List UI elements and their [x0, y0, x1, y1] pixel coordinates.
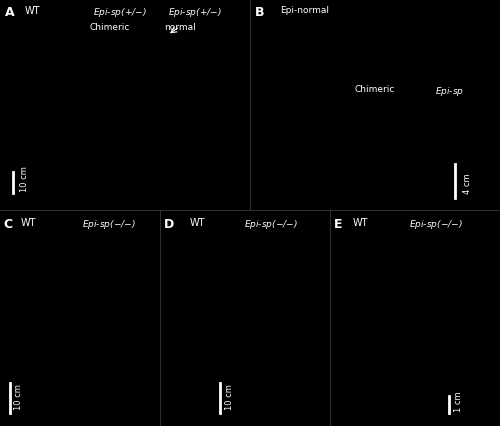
Text: Chimeric: Chimeric — [90, 23, 130, 32]
Text: 4 cm: 4 cm — [462, 173, 471, 194]
Text: $Epi$-$sp$(−/−): $Epi$-$sp$(−/−) — [408, 217, 463, 230]
Text: Epi-normal: Epi-normal — [280, 6, 329, 15]
Text: 1 cm: 1 cm — [454, 390, 463, 411]
Text: 10 cm: 10 cm — [224, 383, 234, 409]
Text: WT: WT — [21, 217, 36, 227]
Text: D: D — [164, 217, 173, 230]
Text: $Epi$-$sp$: $Epi$-$sp$ — [436, 84, 464, 97]
Text: B: B — [255, 6, 264, 19]
Text: C: C — [3, 217, 13, 230]
Text: Chimeric: Chimeric — [355, 84, 395, 93]
Text: $Epi$-$sp$(+/−): $Epi$-$sp$(+/−) — [93, 6, 147, 19]
Text: A: A — [5, 6, 15, 19]
Text: $Epi$-$sp$(+/−): $Epi$-$sp$(+/−) — [168, 6, 222, 19]
Text: $Epi$-$sp$(−/−): $Epi$-$sp$(−/−) — [244, 217, 298, 230]
Text: E: E — [334, 217, 342, 230]
Text: 10 cm: 10 cm — [14, 383, 24, 409]
Text: normal: normal — [164, 23, 196, 32]
Text: WT: WT — [353, 217, 368, 227]
Text: $Epi$-$sp$(−/−): $Epi$-$sp$(−/−) — [82, 217, 136, 230]
Text: 10 cm: 10 cm — [20, 166, 29, 192]
Text: WT: WT — [190, 217, 205, 227]
Text: WT: WT — [25, 6, 40, 16]
